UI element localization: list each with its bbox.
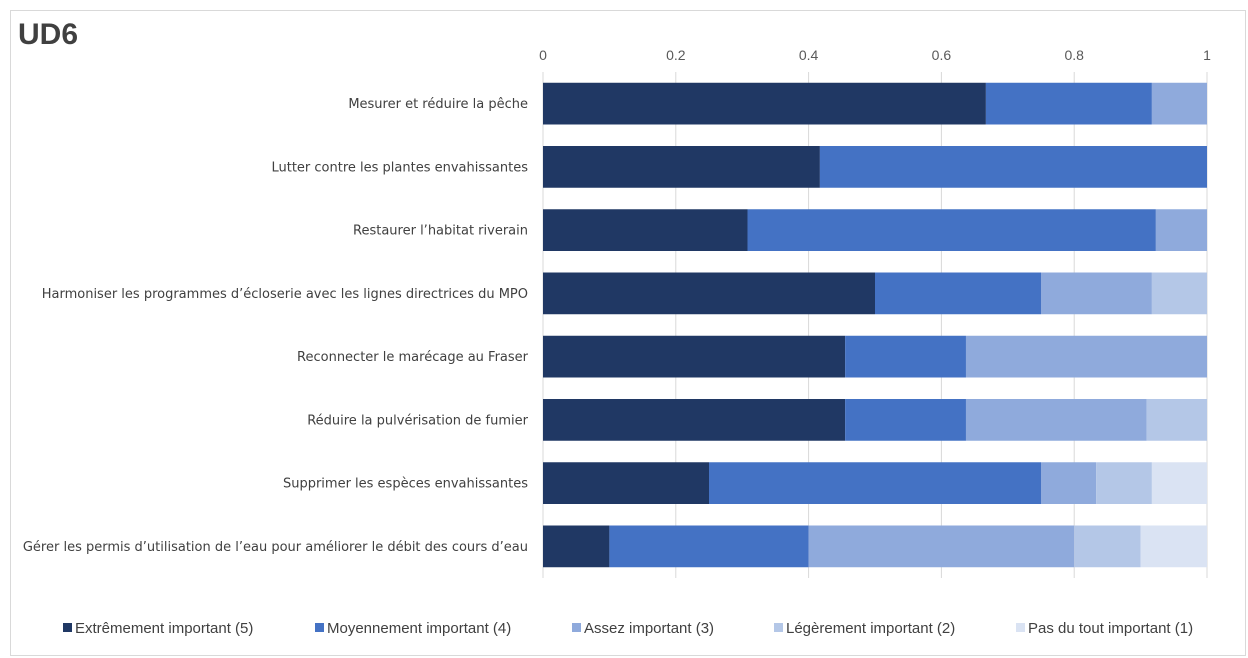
category-label: Supprimer les espèces envahissantes <box>283 477 528 492</box>
legend-label: Assez important (3) <box>584 620 714 637</box>
bar-segment <box>543 335 846 378</box>
category-label: Gérer les permis d’utilisation de l’eau … <box>23 540 528 555</box>
bar-segment <box>1151 82 1207 125</box>
bar-segment <box>543 525 610 568</box>
bar-segment <box>1041 272 1152 315</box>
bar-segment <box>985 82 1152 125</box>
bar-segment <box>819 146 1207 188</box>
bar-segment <box>747 209 1156 251</box>
bar-segment <box>965 399 1147 441</box>
bar-segment <box>965 335 1207 378</box>
category-label: Lutter contre les plantes envahissantes <box>271 160 528 175</box>
x-tick-label: 0.8 <box>1064 47 1084 63</box>
x-tick-label: 1 <box>1203 47 1211 63</box>
legend-label: Légèrement important (2) <box>786 620 955 637</box>
category-label: Harmoniser les programmes d’écloserie av… <box>42 287 528 302</box>
bar-segment <box>1074 525 1141 568</box>
bar-segment <box>543 272 875 315</box>
legend-swatch <box>63 623 72 632</box>
bar-segment <box>543 146 820 188</box>
x-tick-label: 0.2 <box>666 47 686 63</box>
legend-label: Pas du tout important (1) <box>1028 620 1193 637</box>
legend-swatch <box>315 623 324 632</box>
legend-swatch <box>1016 623 1025 632</box>
legend-label: Extrêmement important (5) <box>75 620 253 637</box>
bar-segment <box>845 399 966 441</box>
bar-segment <box>543 462 709 504</box>
legend-swatch <box>774 623 783 632</box>
bar-segment <box>1140 525 1207 568</box>
category-label: Reconnecter le marécage au Fraser <box>297 350 529 365</box>
bar-segment <box>1146 399 1207 441</box>
bar-segment <box>1041 462 1097 504</box>
category-label: Réduire la pulvérisation de fumier <box>307 413 528 428</box>
bar-segment <box>543 82 986 125</box>
legend-swatch <box>572 623 581 632</box>
bar-segment <box>709 462 1041 504</box>
bar-segment <box>1151 272 1207 315</box>
bar-segment <box>845 335 966 378</box>
category-label: Restaurer l’habitat riverain <box>353 224 528 239</box>
x-tick-label: 0 <box>539 47 547 63</box>
bar-segment <box>1096 462 1152 504</box>
bar-segment <box>1151 462 1207 504</box>
bar-segment <box>1155 209 1207 251</box>
chart-frame <box>10 10 1246 656</box>
bar-segment <box>875 272 1041 315</box>
chart-title: UD6 <box>18 18 79 51</box>
bar-segment <box>808 525 1075 568</box>
x-tick-label: 0.4 <box>799 47 819 63</box>
category-label: Mesurer et réduire la pêche <box>348 97 528 112</box>
bar-segment <box>543 399 846 441</box>
x-tick-label: 0.6 <box>932 47 952 63</box>
bar-segment <box>609 525 809 568</box>
legend-label: Moyennement important (4) <box>327 620 511 637</box>
bar-segment <box>543 209 748 251</box>
